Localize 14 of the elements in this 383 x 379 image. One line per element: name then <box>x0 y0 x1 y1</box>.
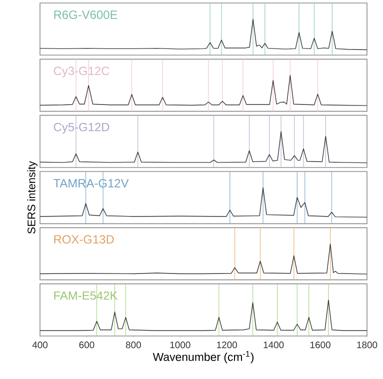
y-axis-title: SERS intensity <box>27 161 38 234</box>
chart-title: R6G-V600E <box>54 10 118 19</box>
x-tick-label: 800 <box>126 342 141 348</box>
x-tick-label: 1400 <box>264 342 284 348</box>
x-tick-label: 400 <box>32 342 48 348</box>
x-tick-label: 1600 <box>310 342 330 348</box>
x-tick-label: 600 <box>79 342 94 348</box>
chart-title: Cy3-G12C <box>54 66 110 78</box>
x-axis-title: Wavenumber (cm$^{-1}$) <box>152 351 254 364</box>
chart-title: Cy5-G12D <box>54 122 110 134</box>
chart-title: ROX-G13D <box>54 235 114 244</box>
x-tick-label: 1000 <box>170 342 190 348</box>
x-tick-label: 1200 <box>217 342 238 348</box>
x-tick-label: 1800 <box>357 342 378 348</box>
